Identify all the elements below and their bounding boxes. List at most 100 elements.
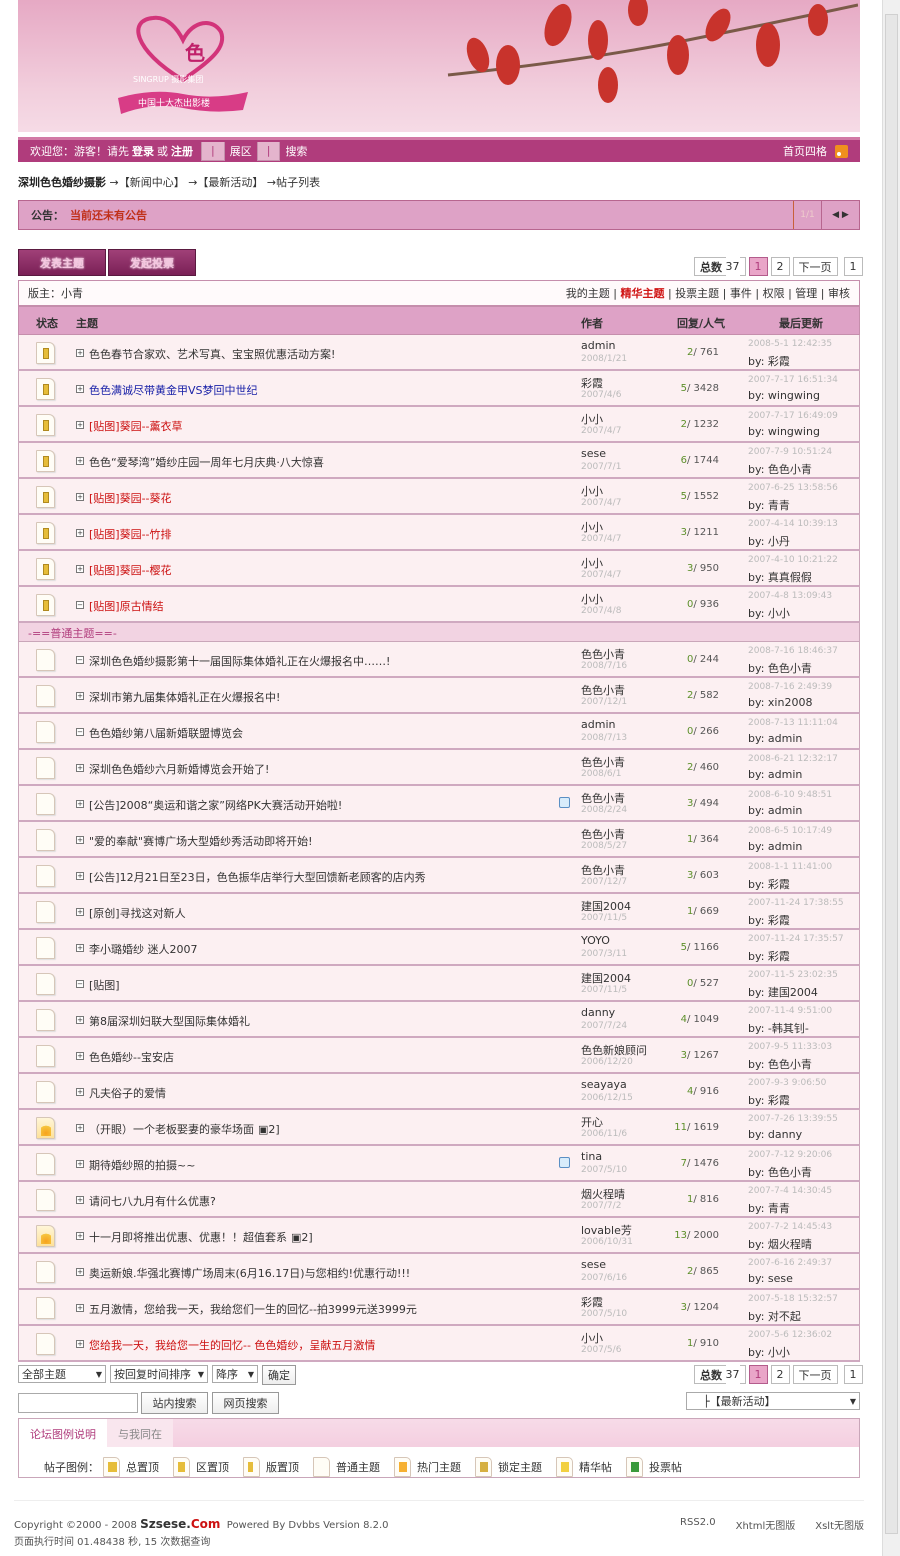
last-poster-name[interactable]: 彩霞 <box>767 950 790 963</box>
author-link[interactable]: 小小 <box>581 485 603 498</box>
expand-icon[interactable]: + <box>76 1196 84 1204</box>
author-link[interactable]: danny <box>581 1006 616 1019</box>
topic-title-link[interactable]: [原创]寻找这对新人 <box>89 905 186 921</box>
topic-scope-select[interactable]: 全部主题 ▼ <box>18 1365 106 1383</box>
last-update-time[interactable]: 2007-11-4 9:51:00 <box>748 1006 833 1016</box>
last-poster-name[interactable]: 色色小青 <box>767 1058 812 1071</box>
page-2[interactable]: 2 <box>770 257 790 276</box>
new-topic-button[interactable]: 发表主题 <box>18 249 106 276</box>
last-update-time[interactable]: 2007-9-5 11:33:03 <box>748 1042 833 1052</box>
author-link[interactable]: YOYO <box>581 934 610 947</box>
expand-icon[interactable]: + <box>76 1160 84 1168</box>
topic-title[interactable]: "爱的奉献"赛博广场大型婚纱秀活动即将开始! <box>89 835 313 848</box>
last-update-time[interactable]: 2008-5-1 12:42:35 <box>748 339 833 349</box>
topic-title[interactable]: 请问七八九月有什么优惠? <box>89 1195 216 1208</box>
topic-title[interactable]: 色色春节合家欢、艺术写真、宝宝照优惠活动方案! <box>89 348 336 361</box>
last-poster-name[interactable]: 真真假假 <box>767 571 812 584</box>
expand-icon[interactable]: + <box>76 1124 84 1132</box>
site-search-button[interactable]: 站内搜索 <box>141 1392 208 1414</box>
filter-link[interactable]: 权限 <box>762 287 785 300</box>
web-search-button[interactable]: 网页搜索 <box>212 1392 279 1414</box>
last-update-time[interactable]: 2007-7-17 16:51:34 <box>748 375 838 385</box>
tab-online[interactable]: 与我同在 <box>107 1419 173 1447</box>
last-update-time[interactable]: 2007-4-8 13:09:43 <box>748 591 833 601</box>
expand-icon[interactable]: + <box>76 908 84 916</box>
sort-select[interactable]: 按回复时间排序 ▼ <box>110 1365 208 1383</box>
topic-title[interactable]: 期待婚纱照的拍摄~~ <box>89 1159 196 1172</box>
last-poster-name[interactable]: 小丹 <box>767 535 790 548</box>
expand-icon[interactable]: + <box>76 1088 84 1096</box>
topic-title-link[interactable]: 凡夫俗子的爱情 <box>89 1085 166 1101</box>
topic-title-link[interactable]: 深圳色色婚纱六月新婚博览会开始了! <box>89 761 269 777</box>
last-poster-name[interactable]: 青青 <box>767 499 790 512</box>
page-1[interactable]: 1 <box>748 1365 768 1384</box>
expand-icon[interactable]: + <box>76 800 84 808</box>
topic-title[interactable]: [公告]2008“奥运和谐之家”网络PK大赛活动开始啦! <box>89 799 343 812</box>
last-update-time[interactable]: 2008-7-16 2:49:39 <box>748 682 833 692</box>
multipage-icon[interactable]: ▣2] <box>258 1123 280 1136</box>
collapse-icon[interactable]: − <box>76 601 84 609</box>
multipage-icon[interactable]: ▣2] <box>291 1231 313 1244</box>
exhibit-link[interactable]: 展区 <box>229 145 252 158</box>
page-2[interactable]: 2 <box>770 1365 790 1384</box>
topic-title-link[interactable]: "爱的奉献"赛博广场大型婚纱秀活动即将开始! <box>89 833 313 849</box>
topic-title[interactable]: [原创]寻找这对新人 <box>89 907 186 920</box>
topic-title-link[interactable]: 李小璐婚纱 迷人2007 <box>89 941 198 957</box>
forum-jump-select[interactable]: ├【最新活动】 ▼ <box>686 1392 860 1410</box>
topic-title[interactable]: 奥运新娘.华强北赛博广场周末(6月16.17日)与您相约!优惠行动!!! <box>89 1267 411 1280</box>
topic-title-link[interactable]: [公告]2008“奥运和谐之家”网络PK大赛活动开始啦! <box>89 797 342 813</box>
last-poster-name[interactable]: -韩其钊- <box>767 1022 809 1035</box>
new-poll-button[interactable]: 发起投票 <box>108 249 196 276</box>
topic-title-link[interactable]: 奥运新娘.华强北赛博广场周末(6月16.17日)与您相约!优惠行动!!! <box>89 1265 410 1281</box>
topic-title-link[interactable]: 色色春节合家欢、艺术写真、宝宝照优惠活动方案! <box>89 346 335 362</box>
last-poster-name[interactable]: 烟火程晴 <box>767 1238 812 1251</box>
expand-icon[interactable]: + <box>76 565 84 573</box>
last-update-time[interactable]: 2007-5-18 15:32:57 <box>748 1294 838 1304</box>
confirm-button[interactable]: 确定 <box>262 1365 296 1385</box>
expand-icon[interactable]: + <box>76 493 84 501</box>
topic-title[interactable]: 五月激情，您给我一天，我给您们一生的回忆--拍3999元送3999元 <box>89 1303 417 1316</box>
topic-title[interactable]: 色色婚纱第八届新婚联盟博览会 <box>89 727 243 740</box>
last-poster-name[interactable]: wingwing <box>767 389 820 402</box>
last-poster-name[interactable]: 彩霞 <box>767 914 790 927</box>
author-link[interactable]: 小小 <box>581 557 603 570</box>
last-poster-name[interactable]: 色色小青 <box>767 662 812 675</box>
last-poster-name[interactable]: admin <box>767 732 803 745</box>
preview-icon[interactable] <box>559 1157 570 1168</box>
last-poster-name[interactable]: 彩霞 <box>767 878 790 891</box>
next-page[interactable]: 下一页 <box>792 1365 838 1384</box>
collapse-icon[interactable]: − <box>76 980 84 988</box>
breadcrumb-path[interactable]: →【新闻中心】 →【最新活动】 →帖子列表 <box>109 176 321 189</box>
author-link[interactable]: lovable芳 <box>581 1224 632 1237</box>
topic-title[interactable]: [贴图]葵园--樱花 <box>89 564 172 577</box>
last-update-time[interactable]: 2007-7-9 10:51:24 <box>748 447 833 457</box>
author-link[interactable]: 色色小青 <box>581 792 625 805</box>
filter-link[interactable]: 我的主题 <box>565 287 610 300</box>
author-link[interactable]: sese <box>581 447 606 460</box>
topic-title[interactable]: [贴图]原古情结 <box>89 600 164 613</box>
expand-icon[interactable]: + <box>76 457 84 465</box>
collapse-icon[interactable]: − <box>76 728 84 736</box>
last-update-time[interactable]: 2008-6-10 9:48:51 <box>748 790 833 800</box>
topic-title-link[interactable]: 深圳市第九届集体婚礼正在火爆报名中! <box>89 689 280 705</box>
expand-icon[interactable]: + <box>76 1340 84 1348</box>
scrollbar-thumb[interactable] <box>885 14 898 1534</box>
author-link[interactable]: 小小 <box>581 593 603 606</box>
topic-title-link[interactable]: （开眼）一个老板娶妻的豪华场面 ▣2] <box>89 1121 280 1137</box>
topic-title-link[interactable]: [贴图]葵园--樱花 <box>89 562 172 578</box>
last-update-time[interactable]: 2008-7-13 11:11:04 <box>748 718 838 728</box>
author-link[interactable]: 小小 <box>581 1332 603 1345</box>
author-link[interactable]: admin <box>581 718 616 731</box>
expand-icon[interactable]: + <box>76 872 84 880</box>
last-update-time[interactable]: 2007-6-16 2:49:37 <box>748 1258 833 1268</box>
last-update-time[interactable]: 2007-7-4 14:30:45 <box>748 1186 833 1196</box>
last-poster-name[interactable]: 小小 <box>767 1346 790 1359</box>
expand-icon[interactable]: + <box>76 764 84 772</box>
author-link[interactable]: sese <box>581 1258 606 1271</box>
topic-title-link[interactable]: 您给我一天，我给您一生的回忆-- 色色婚纱，呈献五月激情 <box>89 1337 375 1353</box>
expand-icon[interactable]: + <box>76 349 84 357</box>
topic-title-link[interactable]: 色色“爱琴湾”婚纱庄园一周年七月庆典·八大惊喜 <box>89 454 324 470</box>
author-link[interactable]: tina <box>581 1150 603 1163</box>
topic-title[interactable]: [公告]12月21日至23日，色色振华店举行大型回馈新老顾客的店内秀 <box>89 871 426 884</box>
next-page[interactable]: 下一页 <box>792 257 838 276</box>
